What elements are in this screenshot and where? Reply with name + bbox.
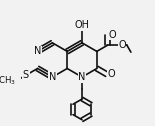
Text: N: N	[78, 72, 86, 82]
Text: N: N	[34, 46, 41, 56]
Text: CH$_3$: CH$_3$	[0, 74, 16, 87]
Text: O: O	[118, 40, 126, 50]
Text: N: N	[49, 72, 56, 82]
Text: S: S	[23, 70, 29, 80]
Text: OH: OH	[75, 20, 89, 30]
Text: O: O	[108, 30, 116, 40]
Text: O: O	[107, 69, 115, 79]
